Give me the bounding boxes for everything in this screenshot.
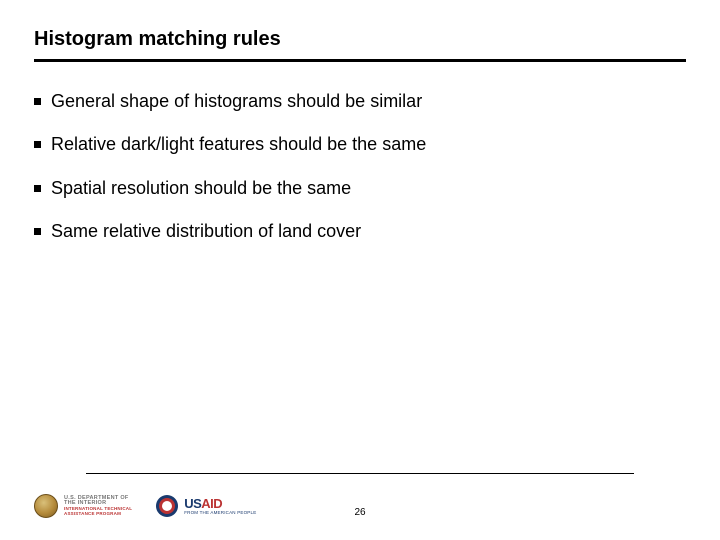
- footer-divider: [86, 473, 634, 474]
- usaid-text: USAID FROM THE AMERICAN PEOPLE: [184, 497, 256, 516]
- usaid-wordmark: USAID: [184, 497, 256, 510]
- bullet-icon: [34, 98, 41, 105]
- slide: Histogram matching rules General shape o…: [0, 0, 720, 540]
- bullet-icon: [34, 185, 41, 192]
- slide-title: Histogram matching rules: [34, 28, 686, 59]
- usaid-logo-block: USAID FROM THE AMERICAN PEOPLE: [156, 495, 256, 517]
- bullet-text: Spatial resolution should be the same: [51, 177, 351, 200]
- doi-line4: ASSISTANCE PROGRAM: [64, 512, 132, 517]
- bullet-text: Relative dark/light features should be t…: [51, 133, 426, 156]
- bullet-list: General shape of histograms should be si…: [34, 90, 686, 244]
- usaid-aid: AID: [201, 496, 222, 511]
- usaid-us: US: [184, 496, 201, 511]
- footer: U.S. DEPARTMENT OF THE INTERIOR INTERNAT…: [34, 486, 686, 526]
- bullet-text: General shape of histograms should be si…: [51, 90, 422, 113]
- bullet-icon: [34, 228, 41, 235]
- list-item: General shape of histograms should be si…: [34, 90, 686, 113]
- doi-seal-icon: [34, 494, 58, 518]
- page-number: 26: [354, 507, 365, 518]
- usaid-tagline: FROM THE AMERICAN PEOPLE: [184, 511, 256, 516]
- bullet-icon: [34, 141, 41, 148]
- doi-logo-block: U.S. DEPARTMENT OF THE INTERIOR INTERNAT…: [34, 494, 132, 518]
- title-underline: [34, 59, 686, 62]
- doi-text: U.S. DEPARTMENT OF THE INTERIOR INTERNAT…: [64, 496, 132, 517]
- bullet-text: Same relative distribution of land cover: [51, 220, 361, 243]
- list-item: Spatial resolution should be the same: [34, 177, 686, 200]
- list-item: Relative dark/light features should be t…: [34, 133, 686, 156]
- usaid-seal-icon: [156, 495, 178, 517]
- list-item: Same relative distribution of land cover: [34, 220, 686, 243]
